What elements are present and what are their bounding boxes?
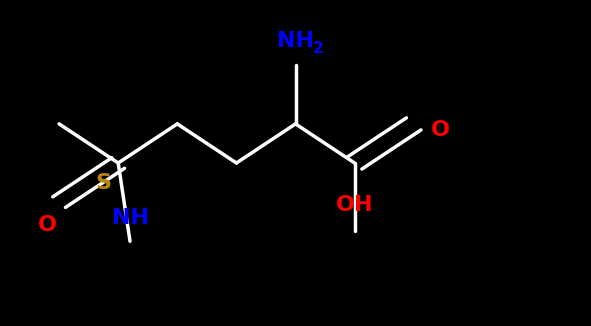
Text: O: O bbox=[431, 120, 450, 141]
Text: OH: OH bbox=[336, 195, 374, 215]
Text: 2: 2 bbox=[313, 41, 323, 56]
Text: NH: NH bbox=[112, 208, 148, 229]
Text: NH: NH bbox=[277, 31, 314, 51]
Text: O: O bbox=[38, 215, 57, 235]
Text: S: S bbox=[95, 172, 112, 193]
